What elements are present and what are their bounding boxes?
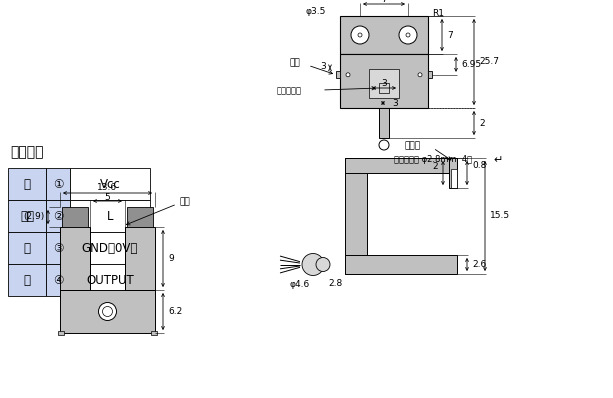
Text: 6.2: 6.2 [168,307,182,316]
Text: 褐: 褐 [23,178,31,191]
Bar [151,331,157,335]
Text: ④: ④ [53,273,63,287]
Bar [70,168,150,200]
Bar [336,71,340,78]
Bar [46,168,70,200]
Bar [62,207,88,227]
Bar [345,255,457,274]
Text: 端子配置: 端子配置 [10,145,44,159]
Bar [451,169,457,188]
Text: 7: 7 [381,0,387,4]
Text: ③: ③ [53,242,63,254]
Bar [60,290,155,333]
Bar [8,200,46,232]
Text: ↵: ↵ [493,155,503,165]
Circle shape [316,258,330,271]
Text: R1: R1 [432,10,444,18]
Circle shape [99,302,116,320]
Bar [127,207,153,227]
Bar [70,232,150,264]
Text: ①: ① [53,178,63,191]
Text: 光轴: 光轴 [289,59,300,68]
Text: 9: 9 [168,254,173,263]
Circle shape [418,73,422,77]
Circle shape [379,140,389,150]
Circle shape [358,33,362,37]
Text: 13.6: 13.6 [97,183,118,193]
Circle shape [406,33,410,37]
Text: 0.8: 0.8 [472,161,486,170]
Text: 入光指示灯: 入光指示灯 [277,86,302,96]
Bar [379,108,389,138]
Bar [8,232,46,264]
Text: 检测窗: 检测窗 [405,142,421,150]
Text: 光轴: 光轴 [179,197,190,207]
Bar [70,200,150,232]
Bar [46,200,70,232]
Text: GND（0V）: GND（0V） [82,242,138,254]
Text: 3: 3 [392,98,398,107]
Bar [379,83,389,93]
Bar [449,158,457,188]
Bar [46,232,70,264]
Bar [8,264,46,296]
Text: 7: 7 [447,31,453,39]
Text: φ3.5: φ3.5 [306,8,326,16]
Bar [8,168,46,200]
Text: (2.9): (2.9) [24,213,45,222]
Text: 2: 2 [479,119,485,127]
Circle shape [102,306,113,316]
Bar [46,264,70,296]
Circle shape [399,26,417,44]
Text: 耐弯折导线 φ2.8mm  4芯: 耐弯折导线 φ2.8mm 4芯 [394,156,472,164]
Text: 5: 5 [105,193,110,201]
Text: 2.6: 2.6 [472,260,486,269]
Bar [428,71,432,78]
Bar [369,69,399,98]
Circle shape [346,73,350,77]
Text: 6.95: 6.95 [461,60,481,69]
Bar [60,227,90,290]
Bar [345,158,457,173]
Text: Vcc: Vcc [100,178,120,191]
Text: OUTPUT: OUTPUT [86,273,134,287]
Circle shape [351,26,369,44]
Bar [340,16,428,54]
Text: 15.5: 15.5 [490,211,510,220]
Text: 25.7: 25.7 [479,57,499,66]
Bar [340,54,428,108]
Text: 蓝: 蓝 [23,242,31,254]
Text: L: L [107,209,113,222]
Bar [345,158,367,274]
Text: 2.8: 2.8 [328,279,342,289]
Text: φ4.6: φ4.6 [290,280,310,289]
Bar [125,227,155,290]
Text: ②: ② [53,209,63,222]
Circle shape [302,254,324,275]
Bar [70,264,150,296]
Text: 2: 2 [432,162,438,171]
Bar [58,331,64,335]
Text: 黑: 黑 [23,273,31,287]
Text: 粉红: 粉红 [20,209,34,222]
Text: 3: 3 [320,62,326,71]
Text: 3: 3 [381,80,387,88]
